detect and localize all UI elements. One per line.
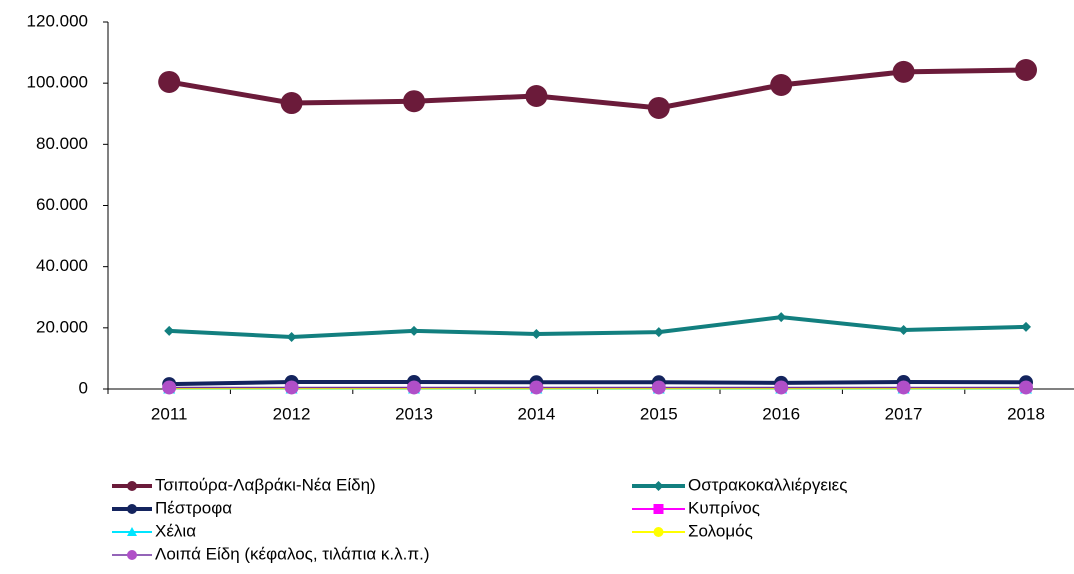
data-point: [529, 380, 544, 395]
data-point: [653, 327, 664, 338]
y-tick-label: 100.000: [27, 73, 88, 92]
data-point: [1019, 380, 1033, 395]
x-tick-label: 2012: [273, 404, 311, 423]
series-line: [169, 315, 1027, 340]
data-point: [280, 92, 303, 115]
legend-marker: [653, 481, 664, 491]
y-tick-label: 40.000: [36, 256, 88, 275]
legend-marker: [127, 550, 137, 560]
data-point: [162, 380, 177, 395]
y-tick-label: 20.000: [36, 317, 88, 336]
legend-label: Κυπρίνος: [688, 498, 760, 517]
y-tick-label: 80.000: [36, 134, 88, 153]
data-point: [1015, 59, 1037, 82]
data-point: [892, 60, 915, 83]
data-point: [770, 74, 793, 97]
x-tick-label: 2013: [395, 404, 433, 423]
x-tick-label: 2018: [1007, 404, 1045, 423]
legend-marker: [127, 527, 137, 536]
data-point: [286, 332, 297, 343]
legend-label: Τσιπούρα-Λαβράκι-Νέα Είδη): [155, 475, 376, 494]
data-point: [774, 380, 789, 395]
y-tick-label: 120.000: [27, 11, 88, 30]
legend-label: Πέστροφα: [155, 498, 232, 517]
legend-marker: [127, 481, 137, 491]
data-point: [896, 380, 911, 395]
legend-label: Σολομός: [688, 521, 753, 540]
data-point: [898, 324, 909, 335]
data-point: [525, 85, 548, 108]
x-tick-label: 2011: [151, 404, 188, 423]
data-point: [409, 325, 419, 336]
data-point: [158, 70, 181, 93]
legend-marker: [127, 504, 137, 514]
legend-marker: [653, 527, 664, 537]
data-point: [647, 96, 670, 119]
y-tick-label: 60.000: [36, 195, 88, 214]
legend-marker: [653, 504, 664, 514]
x-tick-label: 2014: [517, 404, 555, 423]
series-line: [168, 67, 1027, 111]
data-point: [776, 312, 787, 323]
series-line: [169, 379, 1027, 387]
legend-label: Λοιπά Είδη (κέφαλος, τιλάπια κ.λ.π.): [155, 544, 430, 563]
legend-label: Οστρακοκαλλιέργειες: [688, 475, 847, 494]
x-tick-label: 2015: [640, 404, 678, 423]
data-point: [407, 380, 421, 395]
data-point: [284, 380, 299, 395]
x-tick-label: 2017: [885, 404, 923, 423]
data-point: [164, 325, 175, 336]
data-point: [403, 90, 425, 113]
data-point: [531, 328, 542, 339]
x-tick-label: 2016: [762, 404, 800, 423]
y-tick-label: 0: [79, 378, 88, 397]
data-point: [1021, 321, 1031, 332]
legend-label: Χέλια: [155, 521, 196, 540]
data-point: [651, 380, 666, 395]
